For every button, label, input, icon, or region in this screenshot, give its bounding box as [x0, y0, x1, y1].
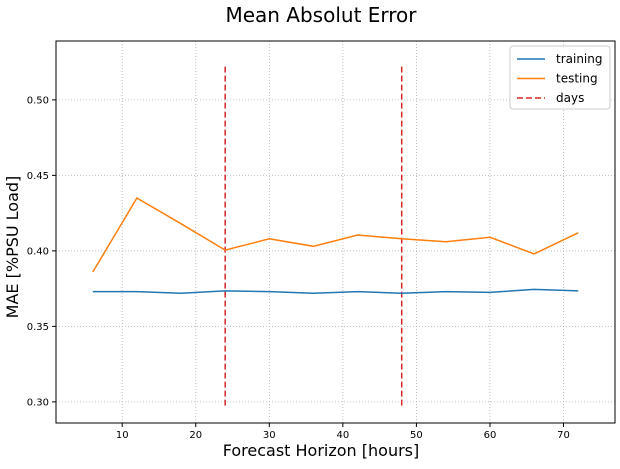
legend: training testing days: [509, 45, 611, 110]
x-tick-label: 10: [116, 430, 129, 441]
x-tick-label: 40: [336, 430, 349, 441]
y-axis-title: MAE [%PSU Load]: [3, 176, 22, 319]
legend-label: days: [556, 91, 584, 105]
legend-frame: [509, 45, 611, 110]
x-tick-label: 20: [189, 430, 202, 441]
plot-area-frame: [55, 40, 616, 424]
chart-title: Mean Absolut Error: [225, 3, 417, 27]
x-axis-title: Forecast Horizon [hours]: [223, 441, 420, 460]
axis-ticks: 10 20 30 40 50 60 70 0.30 0.35 0.40 0.45 0.50: [27, 95, 570, 441]
y-tick-label: 0.35: [27, 322, 49, 333]
legend-label: testing: [556, 72, 598, 86]
y-tick-label: 0.30: [27, 397, 49, 408]
legend-label: training: [556, 52, 603, 66]
x-tick-label: 60: [484, 430, 497, 441]
series-lines: [92, 196, 579, 294]
y-tick-label: 0.50: [27, 95, 49, 106]
x-tick-label: 50: [410, 430, 423, 441]
day-boundary-lines: [224, 66, 403, 407]
training-series-line: [92, 288, 579, 294]
x-tick-label: 70: [557, 430, 570, 441]
x-tick-label: 30: [263, 430, 276, 441]
y-tick-label: 0.40: [27, 246, 49, 257]
testing-series-line: [92, 196, 579, 273]
y-tick-label: 0.45: [27, 171, 49, 182]
